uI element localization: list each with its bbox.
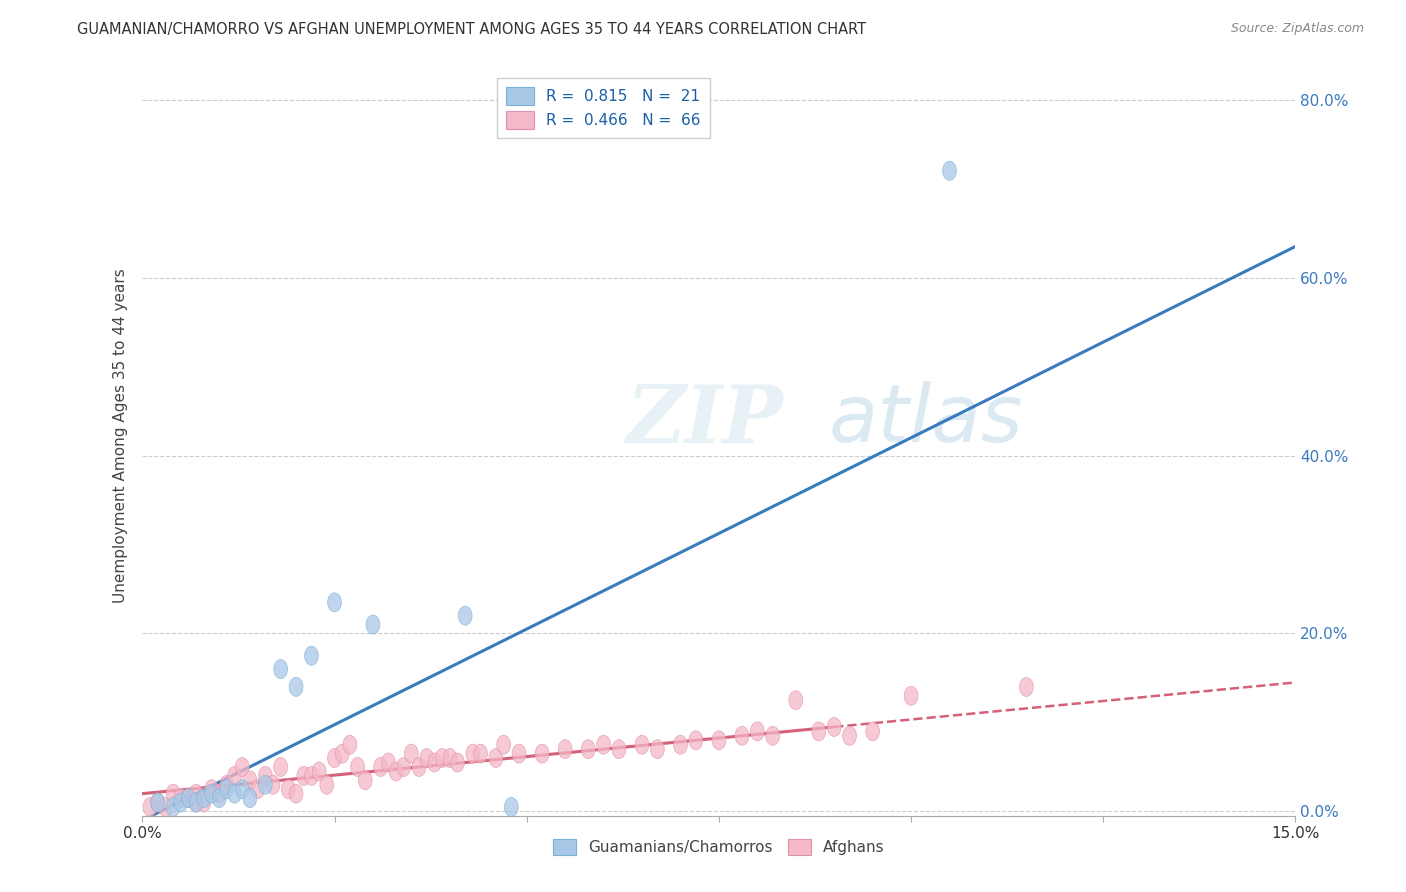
Ellipse shape [143, 797, 157, 816]
Ellipse shape [228, 766, 242, 785]
Ellipse shape [219, 775, 233, 794]
Ellipse shape [496, 735, 510, 755]
Ellipse shape [450, 753, 464, 772]
Ellipse shape [290, 677, 302, 697]
Ellipse shape [673, 735, 688, 755]
Ellipse shape [321, 775, 333, 794]
Ellipse shape [259, 775, 273, 794]
Ellipse shape [274, 757, 288, 776]
Ellipse shape [219, 780, 233, 798]
Ellipse shape [505, 797, 519, 816]
Ellipse shape [197, 793, 211, 812]
Ellipse shape [259, 766, 273, 785]
Ellipse shape [374, 757, 388, 776]
Ellipse shape [250, 780, 264, 798]
Text: atlas: atlas [828, 381, 1024, 459]
Ellipse shape [489, 748, 503, 768]
Ellipse shape [866, 722, 880, 741]
Ellipse shape [197, 789, 211, 807]
Ellipse shape [335, 744, 349, 764]
Ellipse shape [212, 789, 226, 807]
Ellipse shape [190, 784, 202, 803]
Ellipse shape [651, 739, 664, 759]
Ellipse shape [389, 762, 404, 780]
Ellipse shape [235, 780, 249, 798]
Ellipse shape [205, 780, 218, 798]
Ellipse shape [558, 739, 572, 759]
Ellipse shape [359, 771, 373, 789]
Ellipse shape [266, 775, 280, 794]
Ellipse shape [181, 789, 195, 807]
Ellipse shape [751, 722, 765, 741]
Ellipse shape [274, 659, 288, 679]
Ellipse shape [166, 797, 180, 816]
Ellipse shape [711, 731, 725, 750]
Ellipse shape [636, 735, 650, 755]
Ellipse shape [381, 753, 395, 772]
Ellipse shape [281, 780, 295, 798]
Ellipse shape [181, 789, 195, 807]
Ellipse shape [436, 748, 449, 768]
Ellipse shape [842, 726, 856, 746]
Ellipse shape [412, 757, 426, 776]
Ellipse shape [789, 690, 803, 710]
Ellipse shape [766, 726, 779, 746]
Ellipse shape [396, 757, 411, 776]
Ellipse shape [350, 757, 364, 776]
Ellipse shape [297, 766, 311, 785]
Ellipse shape [159, 797, 173, 816]
Ellipse shape [689, 731, 703, 750]
Ellipse shape [205, 784, 218, 803]
Ellipse shape [581, 739, 595, 759]
Ellipse shape [305, 766, 318, 785]
Ellipse shape [512, 744, 526, 764]
Text: ZIP: ZIP [627, 382, 783, 459]
Ellipse shape [612, 739, 626, 759]
Ellipse shape [443, 748, 457, 768]
Ellipse shape [190, 793, 202, 812]
Ellipse shape [305, 646, 318, 665]
Ellipse shape [536, 744, 548, 764]
Ellipse shape [904, 686, 918, 706]
Ellipse shape [427, 753, 441, 772]
Ellipse shape [312, 762, 326, 780]
Ellipse shape [366, 615, 380, 634]
Ellipse shape [811, 722, 825, 741]
Y-axis label: Unemployment Among Ages 35 to 44 years: Unemployment Among Ages 35 to 44 years [114, 268, 128, 603]
Ellipse shape [235, 757, 249, 776]
Ellipse shape [343, 735, 357, 755]
Ellipse shape [596, 735, 610, 755]
Ellipse shape [150, 793, 165, 812]
Text: Source: ZipAtlas.com: Source: ZipAtlas.com [1230, 22, 1364, 36]
Ellipse shape [465, 744, 479, 764]
Ellipse shape [190, 793, 202, 812]
Ellipse shape [174, 789, 187, 807]
Ellipse shape [827, 717, 841, 737]
Ellipse shape [174, 793, 187, 812]
Ellipse shape [1019, 677, 1033, 697]
Ellipse shape [212, 784, 226, 803]
Ellipse shape [942, 161, 956, 180]
Ellipse shape [243, 771, 257, 789]
Ellipse shape [474, 744, 488, 764]
Ellipse shape [458, 607, 472, 625]
Ellipse shape [166, 784, 180, 803]
Ellipse shape [150, 793, 165, 812]
Ellipse shape [328, 748, 342, 768]
Ellipse shape [420, 748, 433, 768]
Ellipse shape [328, 593, 342, 612]
Text: GUAMANIAN/CHAMORRO VS AFGHAN UNEMPLOYMENT AMONG AGES 35 TO 44 YEARS CORRELATION : GUAMANIAN/CHAMORRO VS AFGHAN UNEMPLOYMEN… [77, 22, 866, 37]
Ellipse shape [405, 744, 419, 764]
Legend: R =  0.815   N =  21, R =  0.466   N =  66: R = 0.815 N = 21, R = 0.466 N = 66 [498, 78, 710, 137]
Ellipse shape [290, 784, 302, 803]
Ellipse shape [735, 726, 749, 746]
Ellipse shape [243, 789, 257, 807]
Ellipse shape [228, 784, 242, 803]
